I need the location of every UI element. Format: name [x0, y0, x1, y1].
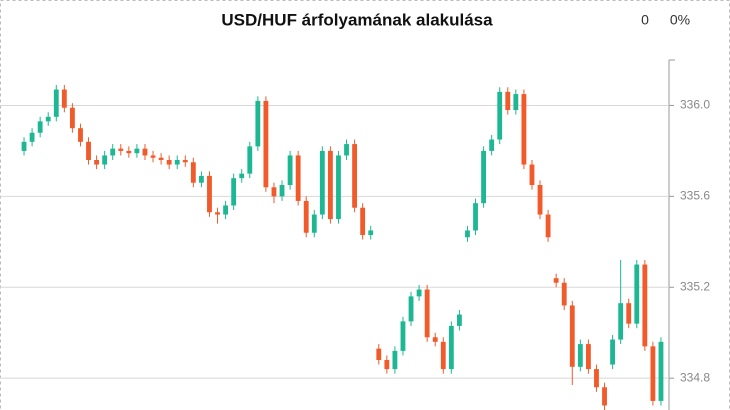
candle-body — [126, 150, 132, 154]
candle-body — [561, 282, 567, 306]
candle-body — [473, 203, 478, 231]
candle-body — [190, 162, 196, 183]
candle-body — [505, 91, 511, 110]
candle-body — [521, 94, 527, 165]
candle-body — [174, 160, 180, 165]
candle-body — [61, 89, 67, 108]
candle-body — [150, 155, 156, 158]
candle-body — [537, 185, 543, 215]
candle-body — [255, 100, 261, 147]
candle-body — [432, 337, 438, 342]
candle-body — [456, 314, 462, 326]
candle-body — [408, 296, 414, 322]
candle-body — [327, 150, 333, 220]
candle-body — [650, 346, 656, 401]
y-tick-label: 335.6 — [680, 189, 710, 203]
y-tick-label: 336.0 — [680, 98, 710, 112]
candle-body — [287, 155, 293, 185]
candle-body — [416, 289, 422, 297]
candle-body — [271, 187, 277, 197]
candle-body — [610, 339, 616, 365]
candle-body — [384, 360, 390, 370]
change-percent: 0% — [670, 12, 690, 28]
candle-body — [215, 212, 220, 215]
candle-body — [29, 132, 35, 142]
candle-body — [311, 214, 317, 233]
candle-body — [529, 164, 535, 185]
candle-body — [440, 341, 446, 370]
candle-body — [465, 230, 470, 238]
candle-body — [585, 344, 591, 370]
candle-body — [78, 128, 83, 142]
candle-body — [368, 230, 374, 235]
candle-body — [658, 341, 664, 401]
candle-body — [344, 144, 349, 156]
candle-body — [21, 141, 27, 151]
candle-body — [376, 348, 382, 360]
candle-body — [166, 160, 172, 165]
candle-body — [448, 325, 454, 370]
candle-body — [513, 94, 519, 110]
candle-body — [497, 91, 503, 140]
candle-body — [352, 144, 358, 208]
candle-body — [481, 150, 487, 204]
candle-body — [86, 141, 91, 160]
candle-body — [602, 387, 607, 406]
candle-body — [360, 207, 366, 235]
candle-body — [53, 89, 59, 117]
candle-body — [295, 155, 301, 201]
candle-body — [69, 107, 75, 129]
y-tick-label: 334.8 — [680, 370, 710, 384]
candle-body — [424, 289, 430, 338]
candle-body — [618, 303, 624, 340]
y-tick-label: 335.2 — [680, 279, 710, 293]
candle-body — [118, 148, 124, 151]
candle-body — [142, 148, 148, 156]
change: 0 — [641, 12, 649, 28]
candle-body — [134, 148, 140, 154]
candle-body — [489, 139, 495, 151]
candle-body — [247, 146, 253, 174]
candle-body — [110, 148, 116, 156]
candle-body — [207, 175, 212, 213]
candle-body — [239, 173, 245, 179]
candle-body — [634, 264, 640, 324]
candle-body — [594, 369, 599, 388]
candle-body — [45, 116, 51, 122]
candle-body — [577, 344, 583, 367]
candle-body — [319, 150, 325, 215]
candle-body — [37, 121, 43, 133]
candle-body — [279, 185, 285, 197]
candle-body — [303, 200, 309, 233]
candle-body — [158, 157, 164, 160]
candle-body — [263, 100, 269, 188]
candle-body — [545, 214, 551, 238]
candle-body — [102, 155, 108, 165]
chart-title: USD/HUF árfolyamának alakulása — [221, 10, 493, 29]
candle-body — [336, 155, 341, 220]
candle-body — [642, 264, 648, 347]
candle-body — [392, 350, 398, 370]
candle-body — [626, 303, 632, 324]
candle-body — [94, 160, 100, 165]
candle-body — [553, 278, 559, 283]
candle-body — [198, 175, 204, 183]
candle-body — [223, 205, 229, 215]
candle-body — [182, 160, 188, 163]
candle-body — [231, 178, 237, 206]
candle-body — [400, 321, 406, 351]
candle-body — [569, 305, 575, 367]
